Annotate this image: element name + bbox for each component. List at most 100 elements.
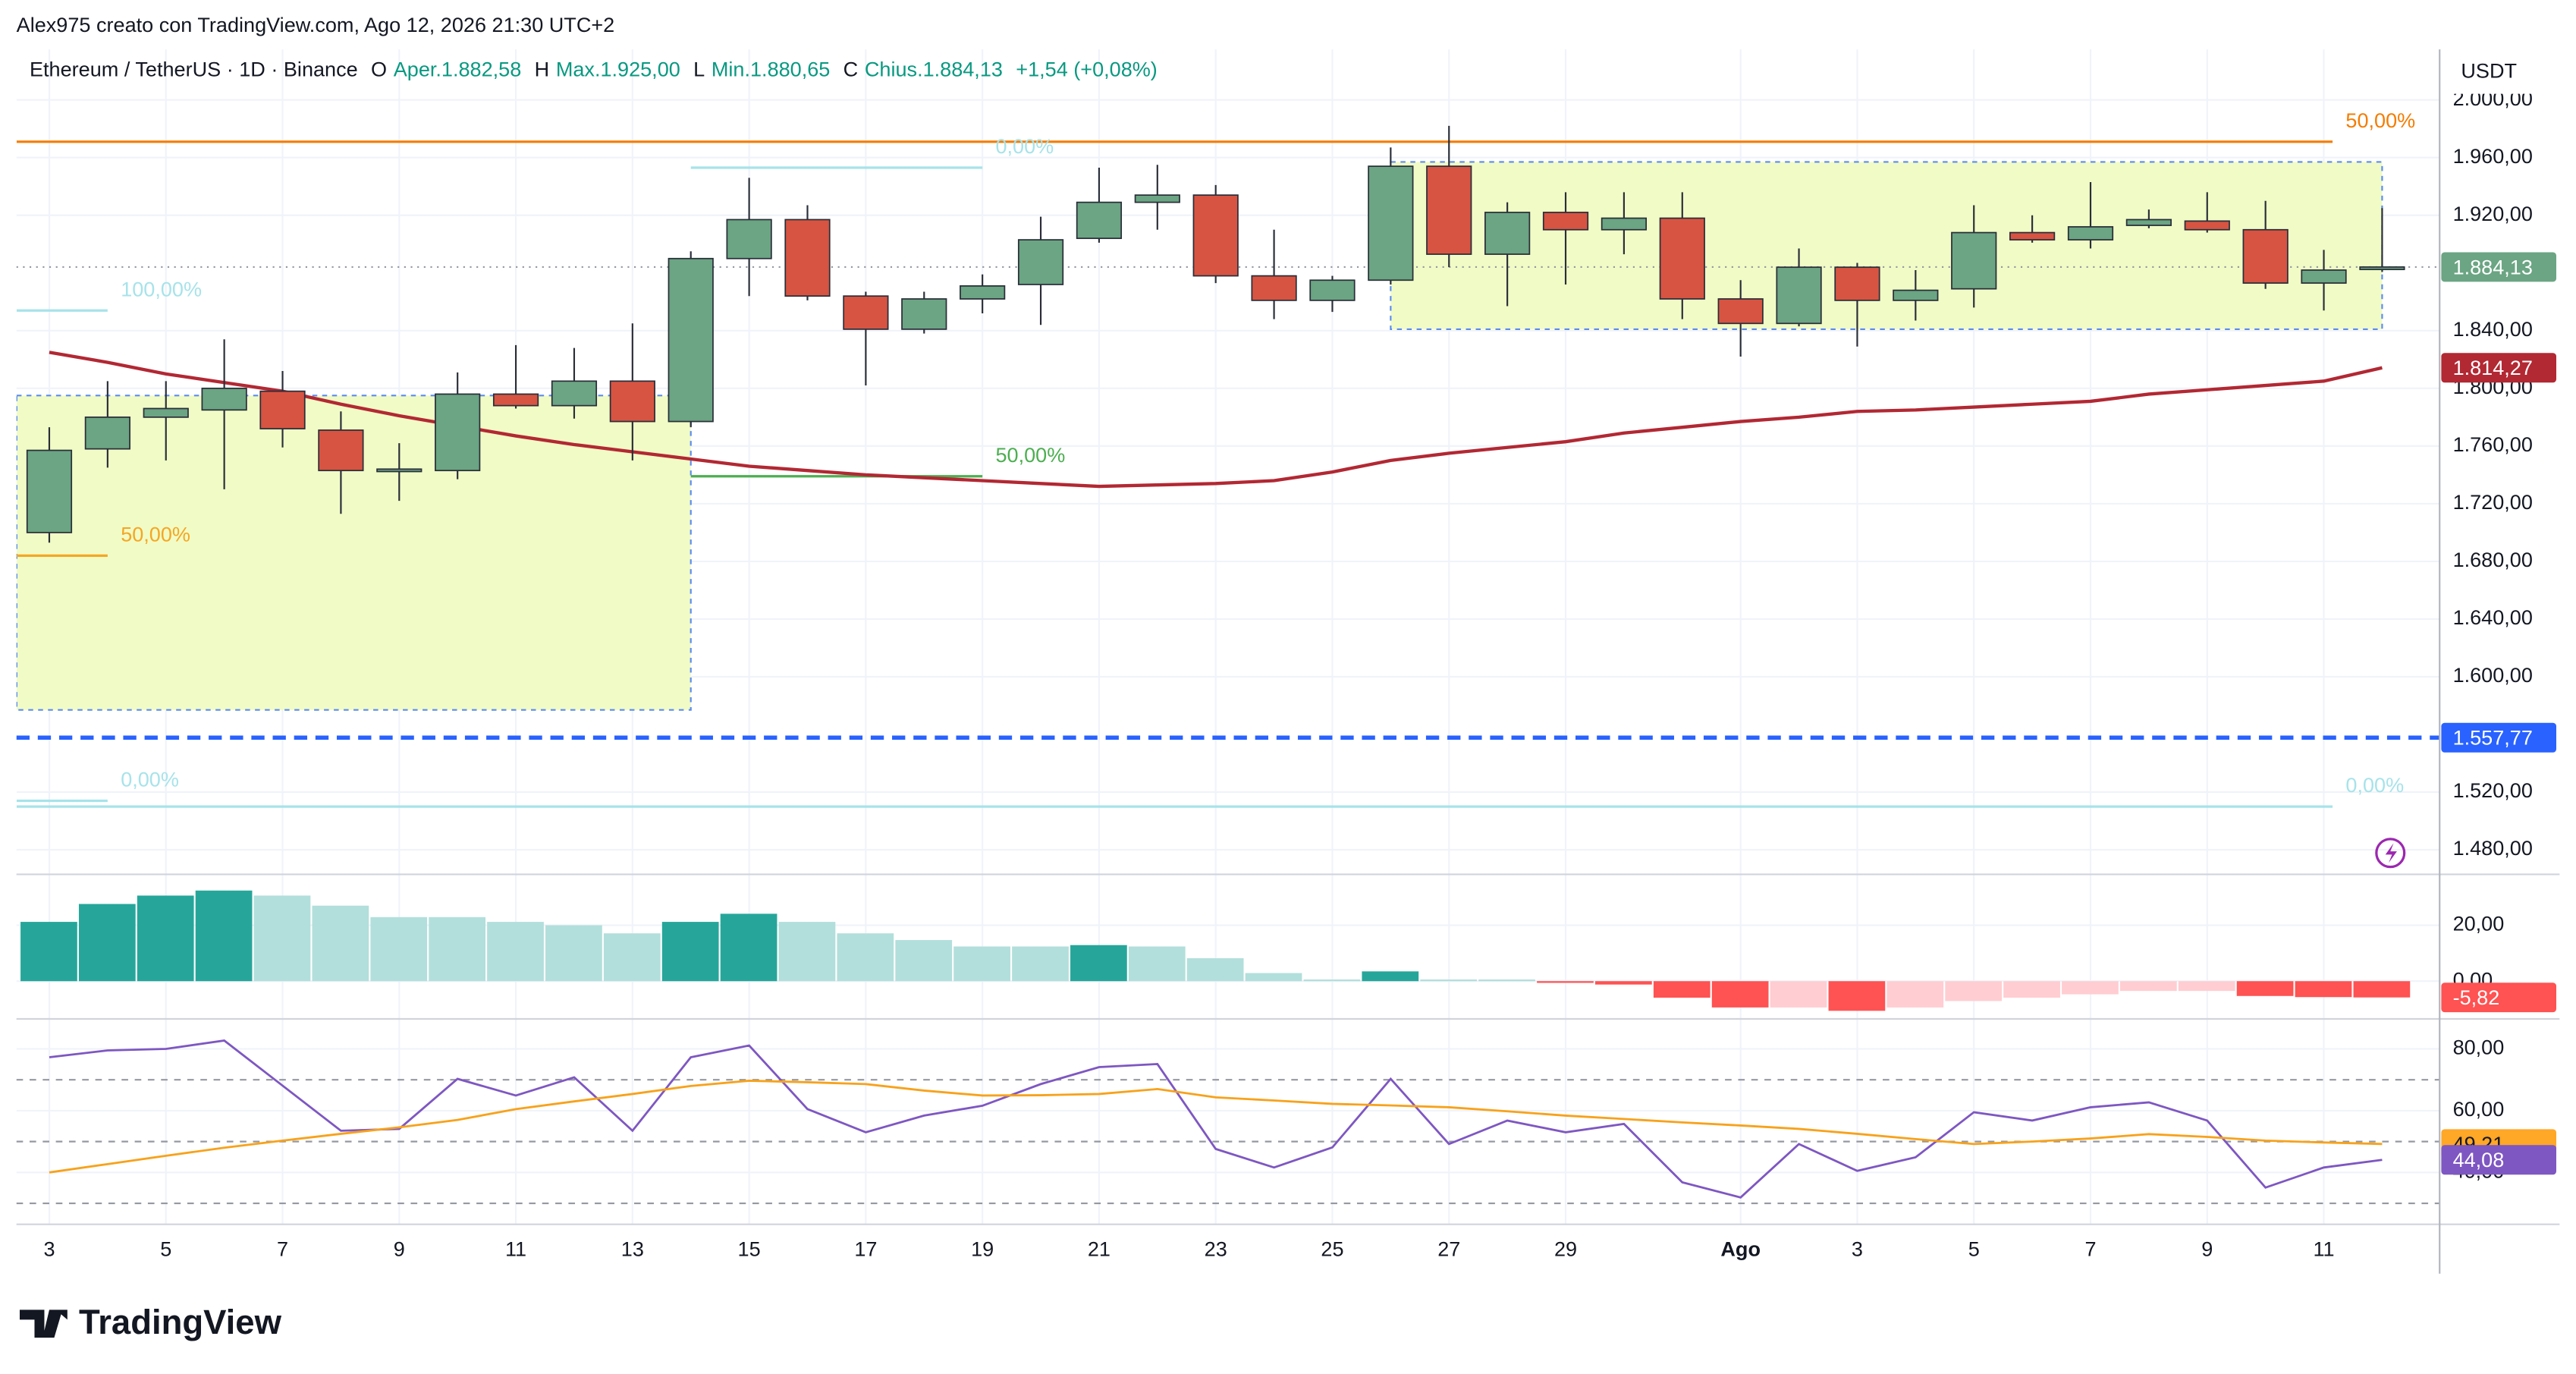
histogram-bar [661,922,719,982]
x-tick-label: 11 [2314,1237,2335,1261]
ohlc-value: Chius.1.884,13 [865,57,1003,80]
candle-body [1309,279,1356,301]
ohlc-key: C [843,57,859,80]
histogram-bar [837,933,894,982]
histogram-bar [195,890,253,982]
symbol: Ethereum / TetherUS · 1D · Binance [30,57,358,80]
x-tick-label: 25 [1321,1237,1343,1261]
x-tick-label: Ago [1720,1237,1761,1261]
x-tick-label: 7 [277,1237,288,1261]
pane [16,1039,2440,1205]
price-badge-label: 1.814,27 [2453,356,2533,379]
frame: USDT [16,49,2560,1274]
candle-body [1717,298,1764,325]
histogram-bar [1537,981,1594,983]
pane [16,99,2440,851]
ohlc-key: O [371,57,387,80]
histogram-bar [545,925,602,982]
histogram-bar [1362,971,1419,982]
line-series [49,1039,2383,1199]
price-badge [2441,1145,2557,1175]
alert-bolt [2385,843,2397,863]
ohlc-value: Min.1.880,65 [712,57,830,80]
candle-body [492,393,539,407]
x-tick-label: 3 [43,1237,55,1261]
histogram-bar [2003,981,2060,998]
fib-label: 0,00% [121,768,179,791]
footer-logo: TradingView [19,1303,282,1341]
histogram-bar [603,933,661,982]
price-badge [2441,252,2557,282]
x-tick-label: 27 [1437,1237,1460,1261]
histogram-bar [1070,945,1127,982]
candle-body [2301,269,2347,284]
attribution: Alex975 creato con TradingView.com, Ago … [17,13,615,36]
range-box [1390,161,2383,330]
candle-body [26,449,73,533]
fib-label: 50,00% [995,443,1065,467]
histogram-bar [720,913,778,982]
candle-body [1426,165,1472,255]
histogram-bar [2062,981,2119,995]
histogram-bar [2236,981,2294,996]
histogram-bar [895,940,953,982]
histogram-bar [1770,981,1827,1008]
ohlc-key: L [693,57,705,80]
candle-body [1484,212,1531,255]
histogram-bar [137,895,194,982]
fib-label: 50,00% [2345,108,2415,132]
candle-body [376,468,423,473]
candle-body [259,390,306,429]
histogram-bar [953,946,1010,982]
x-tick-label: 7 [2084,1237,2096,1261]
histogram-bar [1245,973,1302,982]
x-tick-label: 29 [1554,1237,1577,1261]
histogram-bar [78,904,136,982]
candle-body [609,380,655,423]
fib-label: 100,00% [121,277,202,300]
candle-body [901,298,947,330]
fib-label: 0,00% [2345,773,2404,797]
histogram-bar [2119,981,2177,992]
x-tick-label: 13 [621,1237,644,1261]
price-badge-label: 1.557,77 [2453,726,2533,750]
histogram-bar [1128,946,1186,982]
x-tick-label: 11 [505,1237,526,1261]
y-tick-label: 1.520,00 [2453,778,2533,802]
candle-body [318,429,364,472]
line-series [49,1080,2383,1174]
candle-body [1192,194,1239,277]
y-tick-label: 1.640,00 [2453,605,2533,629]
candle-body [2125,219,2172,226]
histogram-bar [370,917,428,982]
histogram-bar [312,905,369,982]
histogram-bar [1886,981,1944,1008]
logo-icon [19,1310,68,1338]
candle-body [1893,289,1939,301]
alert-icon[interactable] [2375,838,2406,869]
candle-body [2009,231,2056,241]
candle-body [143,407,189,418]
candle-body [1076,201,1123,240]
y-tick-label: 1.920,00 [2453,202,2533,225]
histogram-bar [1711,981,1769,1008]
candle-body [1659,217,1705,300]
histogram-bar [1303,979,1361,982]
histogram-bar [1653,981,1711,998]
x-tick-label: 5 [1968,1237,1980,1261]
candle-body [1017,239,1064,285]
candle-body [1542,212,1589,231]
x-tick-label: 9 [2201,1237,2213,1261]
x-tick-label: 15 [738,1237,761,1261]
candle-body [1251,275,1297,301]
y-tick-label: 1.760,00 [2453,432,2533,456]
change: +1,54 (+0,08%) [1016,57,1158,80]
y-tick-label: 60,00 [2453,1097,2505,1121]
histogram-bar [1828,981,1886,1011]
candle-body [843,295,889,330]
candle-body [784,219,831,297]
histogram-bar [253,895,311,982]
histogram-bar [1945,981,2003,1001]
x-tick-label: 23 [1205,1237,1227,1261]
